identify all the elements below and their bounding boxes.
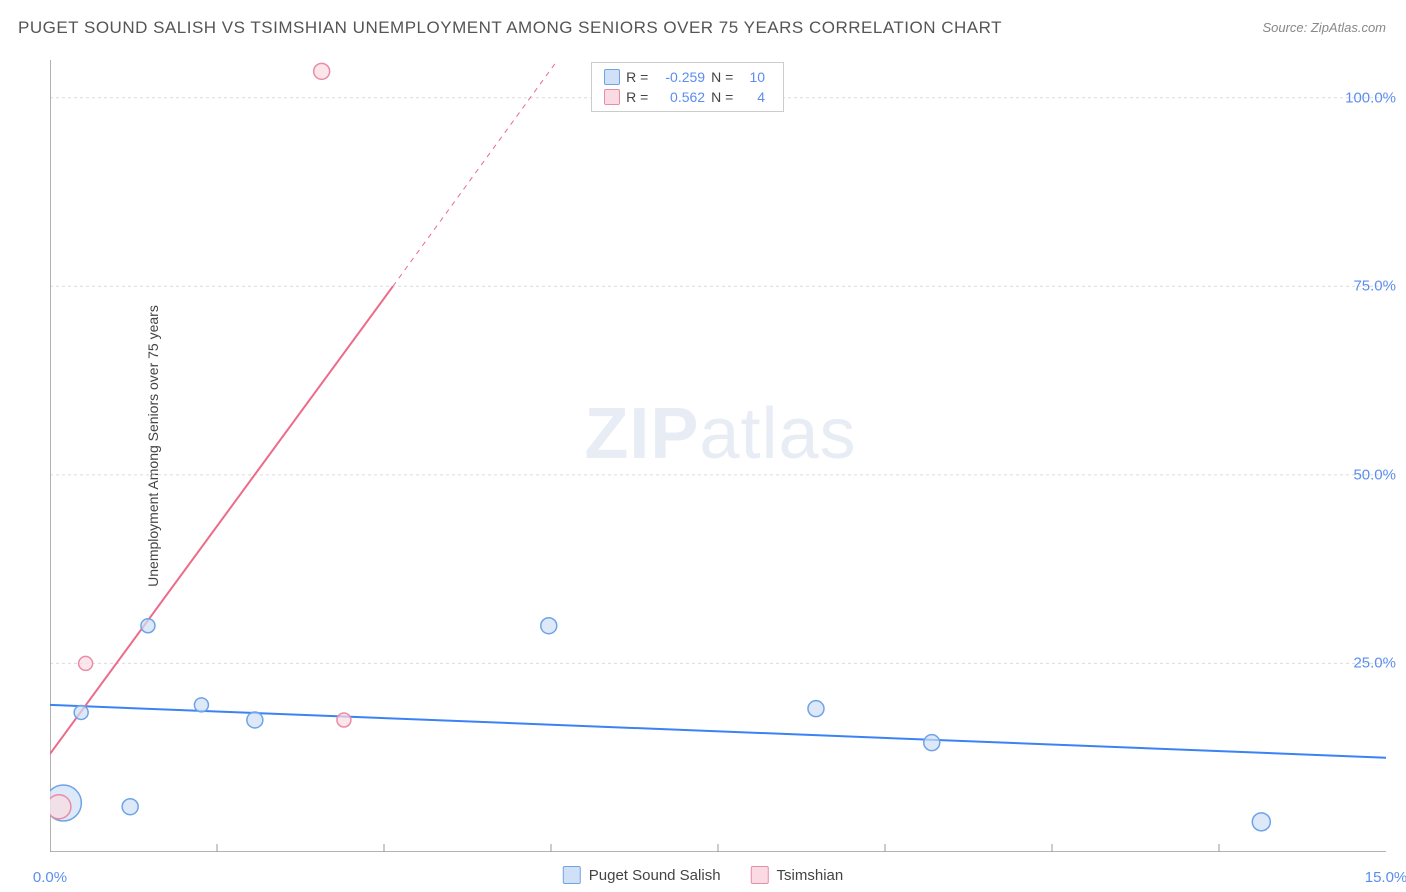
chart-title: PUGET SOUND SALISH VS TSIMSHIAN UNEMPLOY…: [18, 18, 1002, 38]
stats-r-value: 0.562: [656, 89, 711, 105]
correlation-stats-box: R =-0.259N =10 R =0.562N =4: [591, 62, 784, 112]
stats-swatch: [604, 89, 620, 105]
legend-swatch: [563, 866, 581, 884]
legend-item: Puget Sound Salish: [563, 866, 721, 884]
stats-r-value: -0.259: [656, 69, 711, 85]
x-tick-label: 15.0%: [1365, 869, 1406, 886]
legend-item: Tsimshian: [751, 866, 844, 884]
source-credit: Source: ZipAtlas.com: [1262, 20, 1386, 35]
y-tick-label: 75.0%: [1353, 278, 1396, 295]
stats-n-value: 4: [741, 89, 771, 105]
stats-n-label: N =: [711, 69, 741, 85]
stats-r-label: R =: [626, 69, 656, 85]
legend-swatch: [751, 866, 769, 884]
legend: Puget Sound Salish Tsimshian: [563, 866, 843, 884]
stats-n-value: 10: [741, 69, 771, 85]
stats-r-label: R =: [626, 89, 656, 105]
stats-n-label: N =: [711, 89, 741, 105]
x-tick-label: 0.0%: [33, 869, 67, 886]
stats-swatch: [604, 69, 620, 85]
chart-area: ZIPatlas R =-0.259N =10R =0.562N =4: [50, 60, 1386, 852]
y-tick-label: 25.0%: [1353, 655, 1396, 672]
scatter-plot: [50, 60, 1386, 852]
legend-label: Puget Sound Salish: [589, 867, 721, 884]
legend-label: Tsimshian: [777, 867, 844, 884]
y-tick-label: 50.0%: [1353, 466, 1396, 483]
y-tick-label: 100.0%: [1345, 89, 1396, 106]
